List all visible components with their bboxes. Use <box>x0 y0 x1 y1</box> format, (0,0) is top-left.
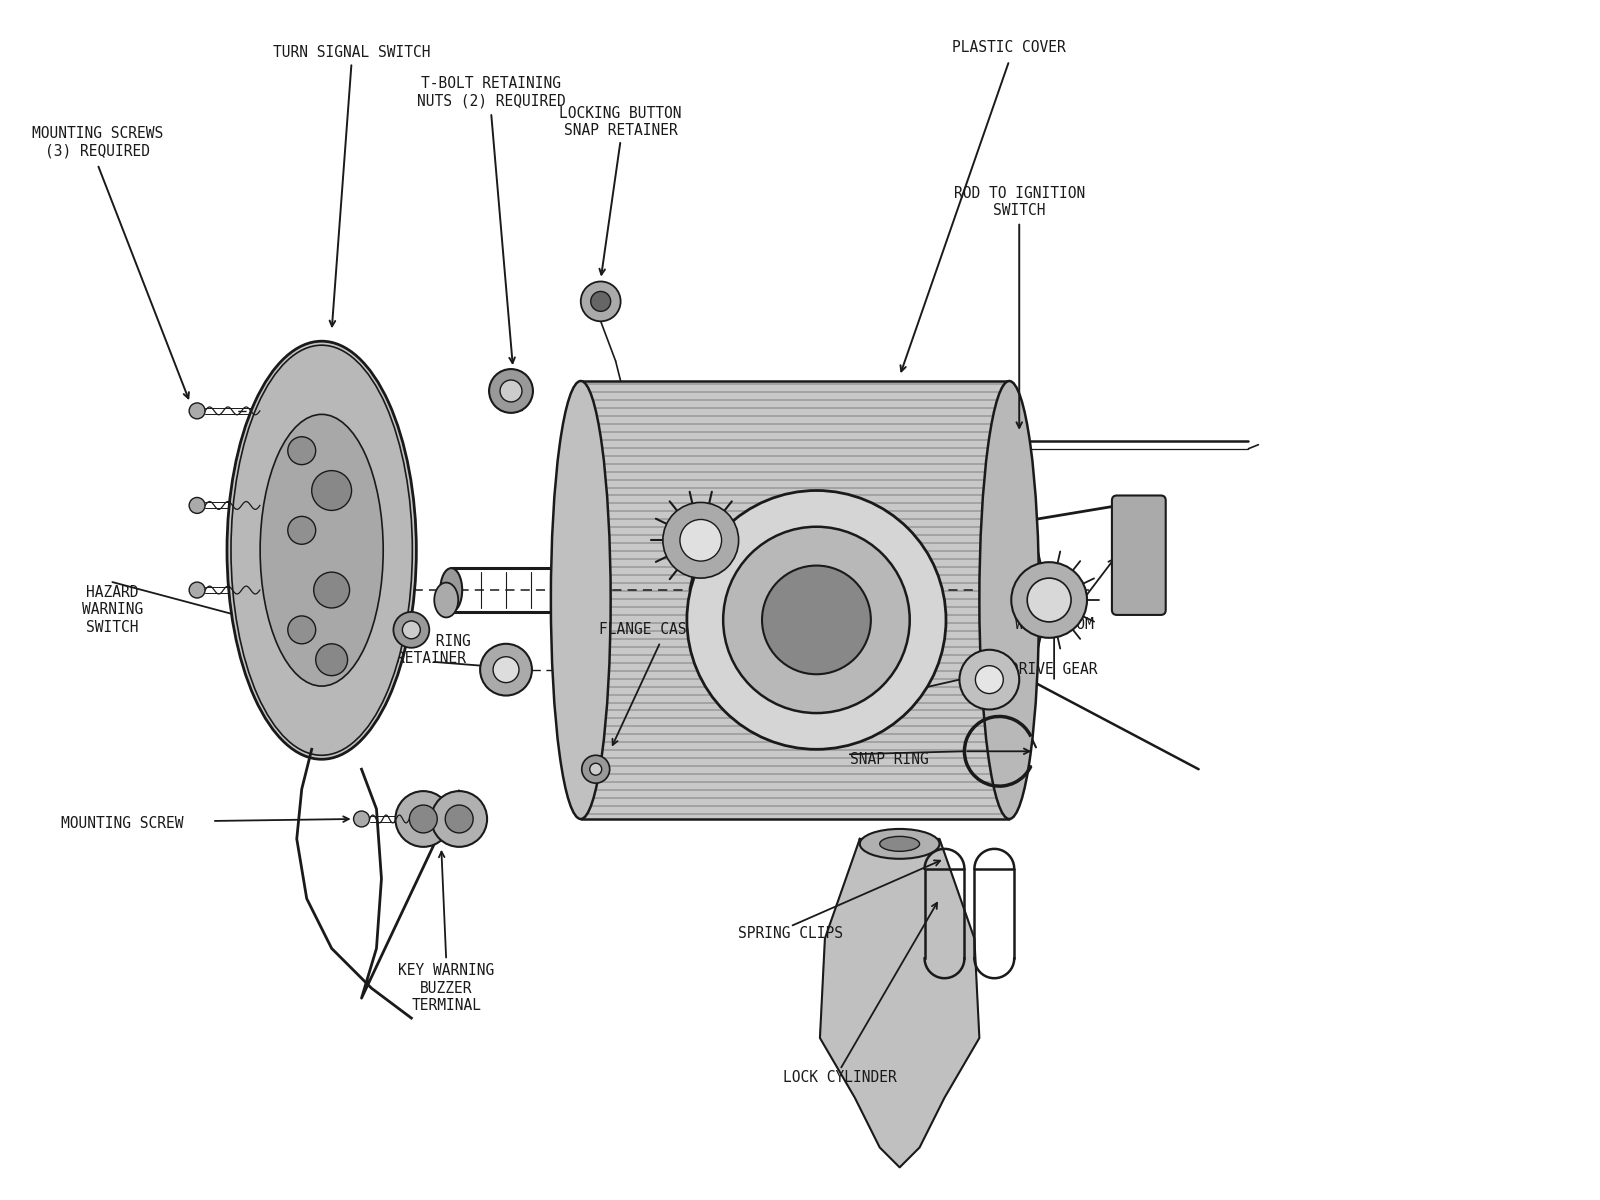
Text: FLANGE CASTING: FLANGE CASTING <box>600 623 722 637</box>
Text: LOCK CYLINDER: LOCK CYLINDER <box>782 1070 896 1085</box>
Ellipse shape <box>230 346 413 755</box>
Ellipse shape <box>261 414 384 686</box>
Circle shape <box>432 791 486 847</box>
Ellipse shape <box>550 382 611 818</box>
Circle shape <box>354 811 370 827</box>
Circle shape <box>394 612 429 648</box>
Circle shape <box>315 643 347 676</box>
Text: LOCKING BUTTON
SNAP RETAINER: LOCKING BUTTON SNAP RETAINER <box>560 106 682 138</box>
Text: WASHER: WASHER <box>850 702 902 716</box>
Text: T-BOLT RETAINING
NUTS (2) REQUIRED: T-BOLT RETAINING NUTS (2) REQUIRED <box>416 76 565 108</box>
Text: WIRE LOOM: WIRE LOOM <box>1014 617 1093 632</box>
FancyBboxPatch shape <box>1112 496 1166 614</box>
Circle shape <box>723 527 910 713</box>
Circle shape <box>662 503 739 578</box>
Circle shape <box>581 282 621 322</box>
Ellipse shape <box>440 568 462 612</box>
Circle shape <box>312 470 352 510</box>
Circle shape <box>1027 578 1070 622</box>
Text: HAZARD
WARNING
SWITCH: HAZARD WARNING SWITCH <box>82 586 142 635</box>
Circle shape <box>480 643 531 696</box>
Circle shape <box>493 656 518 683</box>
Circle shape <box>686 491 946 749</box>
Circle shape <box>402 620 421 638</box>
Circle shape <box>582 755 610 784</box>
Circle shape <box>395 791 451 847</box>
Polygon shape <box>819 839 979 1168</box>
Circle shape <box>976 666 1003 694</box>
Circle shape <box>960 649 1019 709</box>
Ellipse shape <box>880 836 920 851</box>
Circle shape <box>590 763 602 775</box>
Circle shape <box>288 616 315 643</box>
Text: SNAP RING
RETAINER: SNAP RING RETAINER <box>392 634 470 666</box>
Bar <box>581 382 1010 818</box>
Circle shape <box>288 437 315 464</box>
Circle shape <box>189 498 205 514</box>
Circle shape <box>314 572 349 608</box>
Ellipse shape <box>227 341 416 760</box>
Circle shape <box>189 582 205 598</box>
Circle shape <box>410 805 437 833</box>
Circle shape <box>1011 562 1086 638</box>
Text: SNAP RING: SNAP RING <box>850 751 928 767</box>
Circle shape <box>680 520 722 562</box>
Circle shape <box>590 292 611 311</box>
Circle shape <box>490 370 533 413</box>
Ellipse shape <box>434 582 458 618</box>
Circle shape <box>445 805 474 833</box>
Circle shape <box>501 380 522 402</box>
Text: ROD TO IGNITION
SWITCH: ROD TO IGNITION SWITCH <box>954 186 1085 218</box>
Circle shape <box>288 516 315 545</box>
Text: KEY WARNING
BUZZER
TERMINAL: KEY WARNING BUZZER TERMINAL <box>398 964 494 1013</box>
Ellipse shape <box>979 382 1038 818</box>
Text: MOUNTING SCREW: MOUNTING SCREW <box>61 816 184 832</box>
Circle shape <box>762 565 870 674</box>
Ellipse shape <box>859 829 939 859</box>
Text: TURN SIGNAL SWITCH: TURN SIGNAL SWITCH <box>274 46 430 60</box>
Text: MOUNTING SCREWS
(3) REQUIRED: MOUNTING SCREWS (3) REQUIRED <box>32 126 163 158</box>
Text: SPRING CLIPS: SPRING CLIPS <box>738 926 843 941</box>
Circle shape <box>189 403 205 419</box>
Text: DRIVE GEAR: DRIVE GEAR <box>1010 662 1098 677</box>
Text: PLASTIC COVER: PLASTIC COVER <box>952 40 1066 55</box>
